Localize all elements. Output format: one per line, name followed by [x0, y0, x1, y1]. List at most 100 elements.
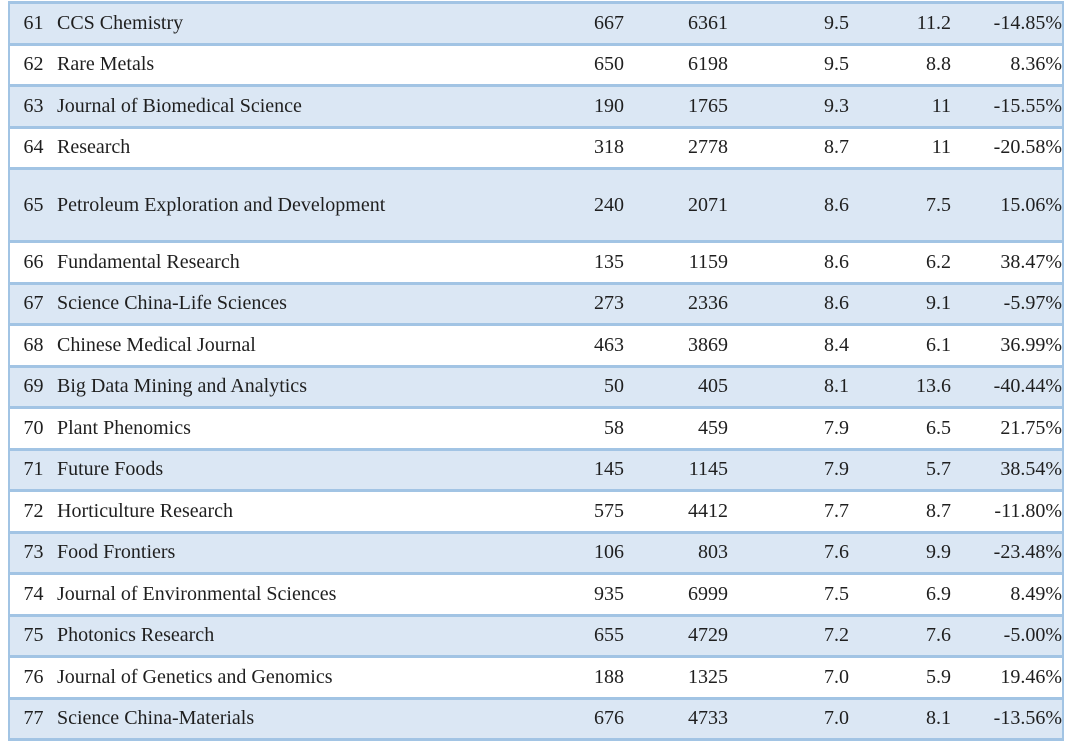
metric-b-cell: 13.6 — [849, 364, 951, 409]
journal-name-cell: Fundamental Research — [57, 240, 559, 285]
change-percent-cell: -5.97% — [951, 281, 1063, 326]
metric-a-cell: 8.6 — [728, 240, 849, 285]
articles-cell: 58 — [559, 406, 624, 451]
table-row: 69 Big Data Mining and Analytics 50 405 … — [9, 364, 1063, 409]
journal-ranking-table-container: 61 CCS Chemistry 667 6361 9.5 11.2 -14.8… — [8, 1, 1064, 741]
rank-cell: 67 — [9, 281, 57, 326]
table-row: 76 Journal of Genetics and Genomics 188 … — [9, 655, 1063, 700]
rank-cell: 69 — [9, 364, 57, 409]
articles-cell: 655 — [559, 613, 624, 658]
change-percent-cell: -13.56% — [951, 696, 1063, 741]
citations-cell: 6999 — [624, 572, 728, 617]
metric-b-cell: 6.5 — [849, 406, 951, 451]
rank-cell: 73 — [9, 530, 57, 575]
metric-a-cell: 8.6 — [728, 281, 849, 326]
articles-cell: 135 — [559, 240, 624, 285]
rank-cell: 68 — [9, 323, 57, 368]
table-row: 74 Journal of Environmental Sciences 935… — [9, 572, 1063, 617]
metric-a-cell: 8.1 — [728, 364, 849, 409]
articles-cell: 676 — [559, 696, 624, 741]
citations-cell: 803 — [624, 530, 728, 575]
journal-name-cell: Future Foods — [57, 447, 559, 492]
change-percent-cell: -11.80% — [951, 489, 1063, 534]
journal-ranking-table: 61 CCS Chemistry 667 6361 9.5 11.2 -14.8… — [8, 1, 1064, 741]
articles-cell: 575 — [559, 489, 624, 534]
articles-cell: 50 — [559, 364, 624, 409]
metric-b-cell: 5.7 — [849, 447, 951, 492]
journal-name-cell: Research — [57, 125, 559, 170]
change-percent-cell: -40.44% — [951, 364, 1063, 409]
citations-cell: 1159 — [624, 240, 728, 285]
citations-cell: 1145 — [624, 447, 728, 492]
citations-cell: 2778 — [624, 125, 728, 170]
change-percent-cell: 19.46% — [951, 655, 1063, 700]
journal-name-cell: CCS Chemistry — [57, 1, 559, 46]
metric-a-cell: 9.5 — [728, 1, 849, 46]
metric-b-cell: 6.2 — [849, 240, 951, 285]
journal-name-cell: Photonics Research — [57, 613, 559, 658]
rank-cell: 65 — [9, 167, 57, 243]
journal-name-cell: Journal of Genetics and Genomics — [57, 655, 559, 700]
articles-cell: 145 — [559, 447, 624, 492]
change-percent-cell: 38.47% — [951, 240, 1063, 285]
journal-name-cell: Horticulture Research — [57, 489, 559, 534]
metric-b-cell: 8.8 — [849, 42, 951, 87]
metric-a-cell: 9.3 — [728, 84, 849, 129]
articles-cell: 463 — [559, 323, 624, 368]
citations-cell: 3869 — [624, 323, 728, 368]
metric-a-cell: 7.0 — [728, 696, 849, 741]
articles-cell: 318 — [559, 125, 624, 170]
journal-name-cell: Petroleum Exploration and Development — [57, 167, 559, 243]
rank-cell: 61 — [9, 1, 57, 46]
citations-cell: 459 — [624, 406, 728, 451]
metric-a-cell: 7.0 — [728, 655, 849, 700]
table-row: 63 Journal of Biomedical Science 190 176… — [9, 84, 1063, 129]
metric-a-cell: 7.2 — [728, 613, 849, 658]
table-row: 68 Chinese Medical Journal 463 3869 8.4 … — [9, 323, 1063, 368]
table-body: 61 CCS Chemistry 667 6361 9.5 11.2 -14.8… — [9, 1, 1063, 741]
articles-cell: 273 — [559, 281, 624, 326]
citations-cell: 4729 — [624, 613, 728, 658]
citations-cell: 1765 — [624, 84, 728, 129]
citations-cell: 4412 — [624, 489, 728, 534]
articles-cell: 106 — [559, 530, 624, 575]
metric-b-cell: 6.1 — [849, 323, 951, 368]
journal-name-cell: Science China-Materials — [57, 696, 559, 741]
table-row: 72 Horticulture Research 575 4412 7.7 8.… — [9, 489, 1063, 534]
articles-cell: 667 — [559, 1, 624, 46]
metric-a-cell: 8.6 — [728, 167, 849, 243]
table-row: 70 Plant Phenomics 58 459 7.9 6.5 21.75% — [9, 406, 1063, 451]
metric-a-cell: 8.7 — [728, 125, 849, 170]
rank-cell: 63 — [9, 84, 57, 129]
metric-a-cell: 7.9 — [728, 447, 849, 492]
metric-b-cell: 5.9 — [849, 655, 951, 700]
journal-name-cell: Journal of Biomedical Science — [57, 84, 559, 129]
change-percent-cell: 21.75% — [951, 406, 1063, 451]
journal-name-cell: Food Frontiers — [57, 530, 559, 575]
rank-cell: 70 — [9, 406, 57, 451]
rank-cell: 76 — [9, 655, 57, 700]
metric-b-cell: 8.1 — [849, 696, 951, 741]
citations-cell: 405 — [624, 364, 728, 409]
change-percent-cell: -5.00% — [951, 613, 1063, 658]
metric-a-cell: 7.7 — [728, 489, 849, 534]
citations-cell: 4733 — [624, 696, 728, 741]
citations-cell: 2071 — [624, 167, 728, 243]
metric-b-cell: 9.1 — [849, 281, 951, 326]
table-row: 62 Rare Metals 650 6198 9.5 8.8 8.36% — [9, 42, 1063, 87]
table-row: 75 Photonics Research 655 4729 7.2 7.6 -… — [9, 613, 1063, 658]
metric-b-cell: 6.9 — [849, 572, 951, 617]
rank-cell: 66 — [9, 240, 57, 285]
table-row: 66 Fundamental Research 135 1159 8.6 6.2… — [9, 240, 1063, 285]
table-row: 67 Science China-Life Sciences 273 2336 … — [9, 281, 1063, 326]
change-percent-cell: 36.99% — [951, 323, 1063, 368]
table-row: 61 CCS Chemistry 667 6361 9.5 11.2 -14.8… — [9, 1, 1063, 46]
journal-name-cell: Chinese Medical Journal — [57, 323, 559, 368]
change-percent-cell: -20.58% — [951, 125, 1063, 170]
citations-cell: 1325 — [624, 655, 728, 700]
metric-b-cell: 8.7 — [849, 489, 951, 534]
table-row: 71 Future Foods 145 1145 7.9 5.7 38.54% — [9, 447, 1063, 492]
table-row: 64 Research 318 2778 8.7 11 -20.58% — [9, 125, 1063, 170]
table-row: 73 Food Frontiers 106 803 7.6 9.9 -23.48… — [9, 530, 1063, 575]
journal-name-cell: Big Data Mining and Analytics — [57, 364, 559, 409]
